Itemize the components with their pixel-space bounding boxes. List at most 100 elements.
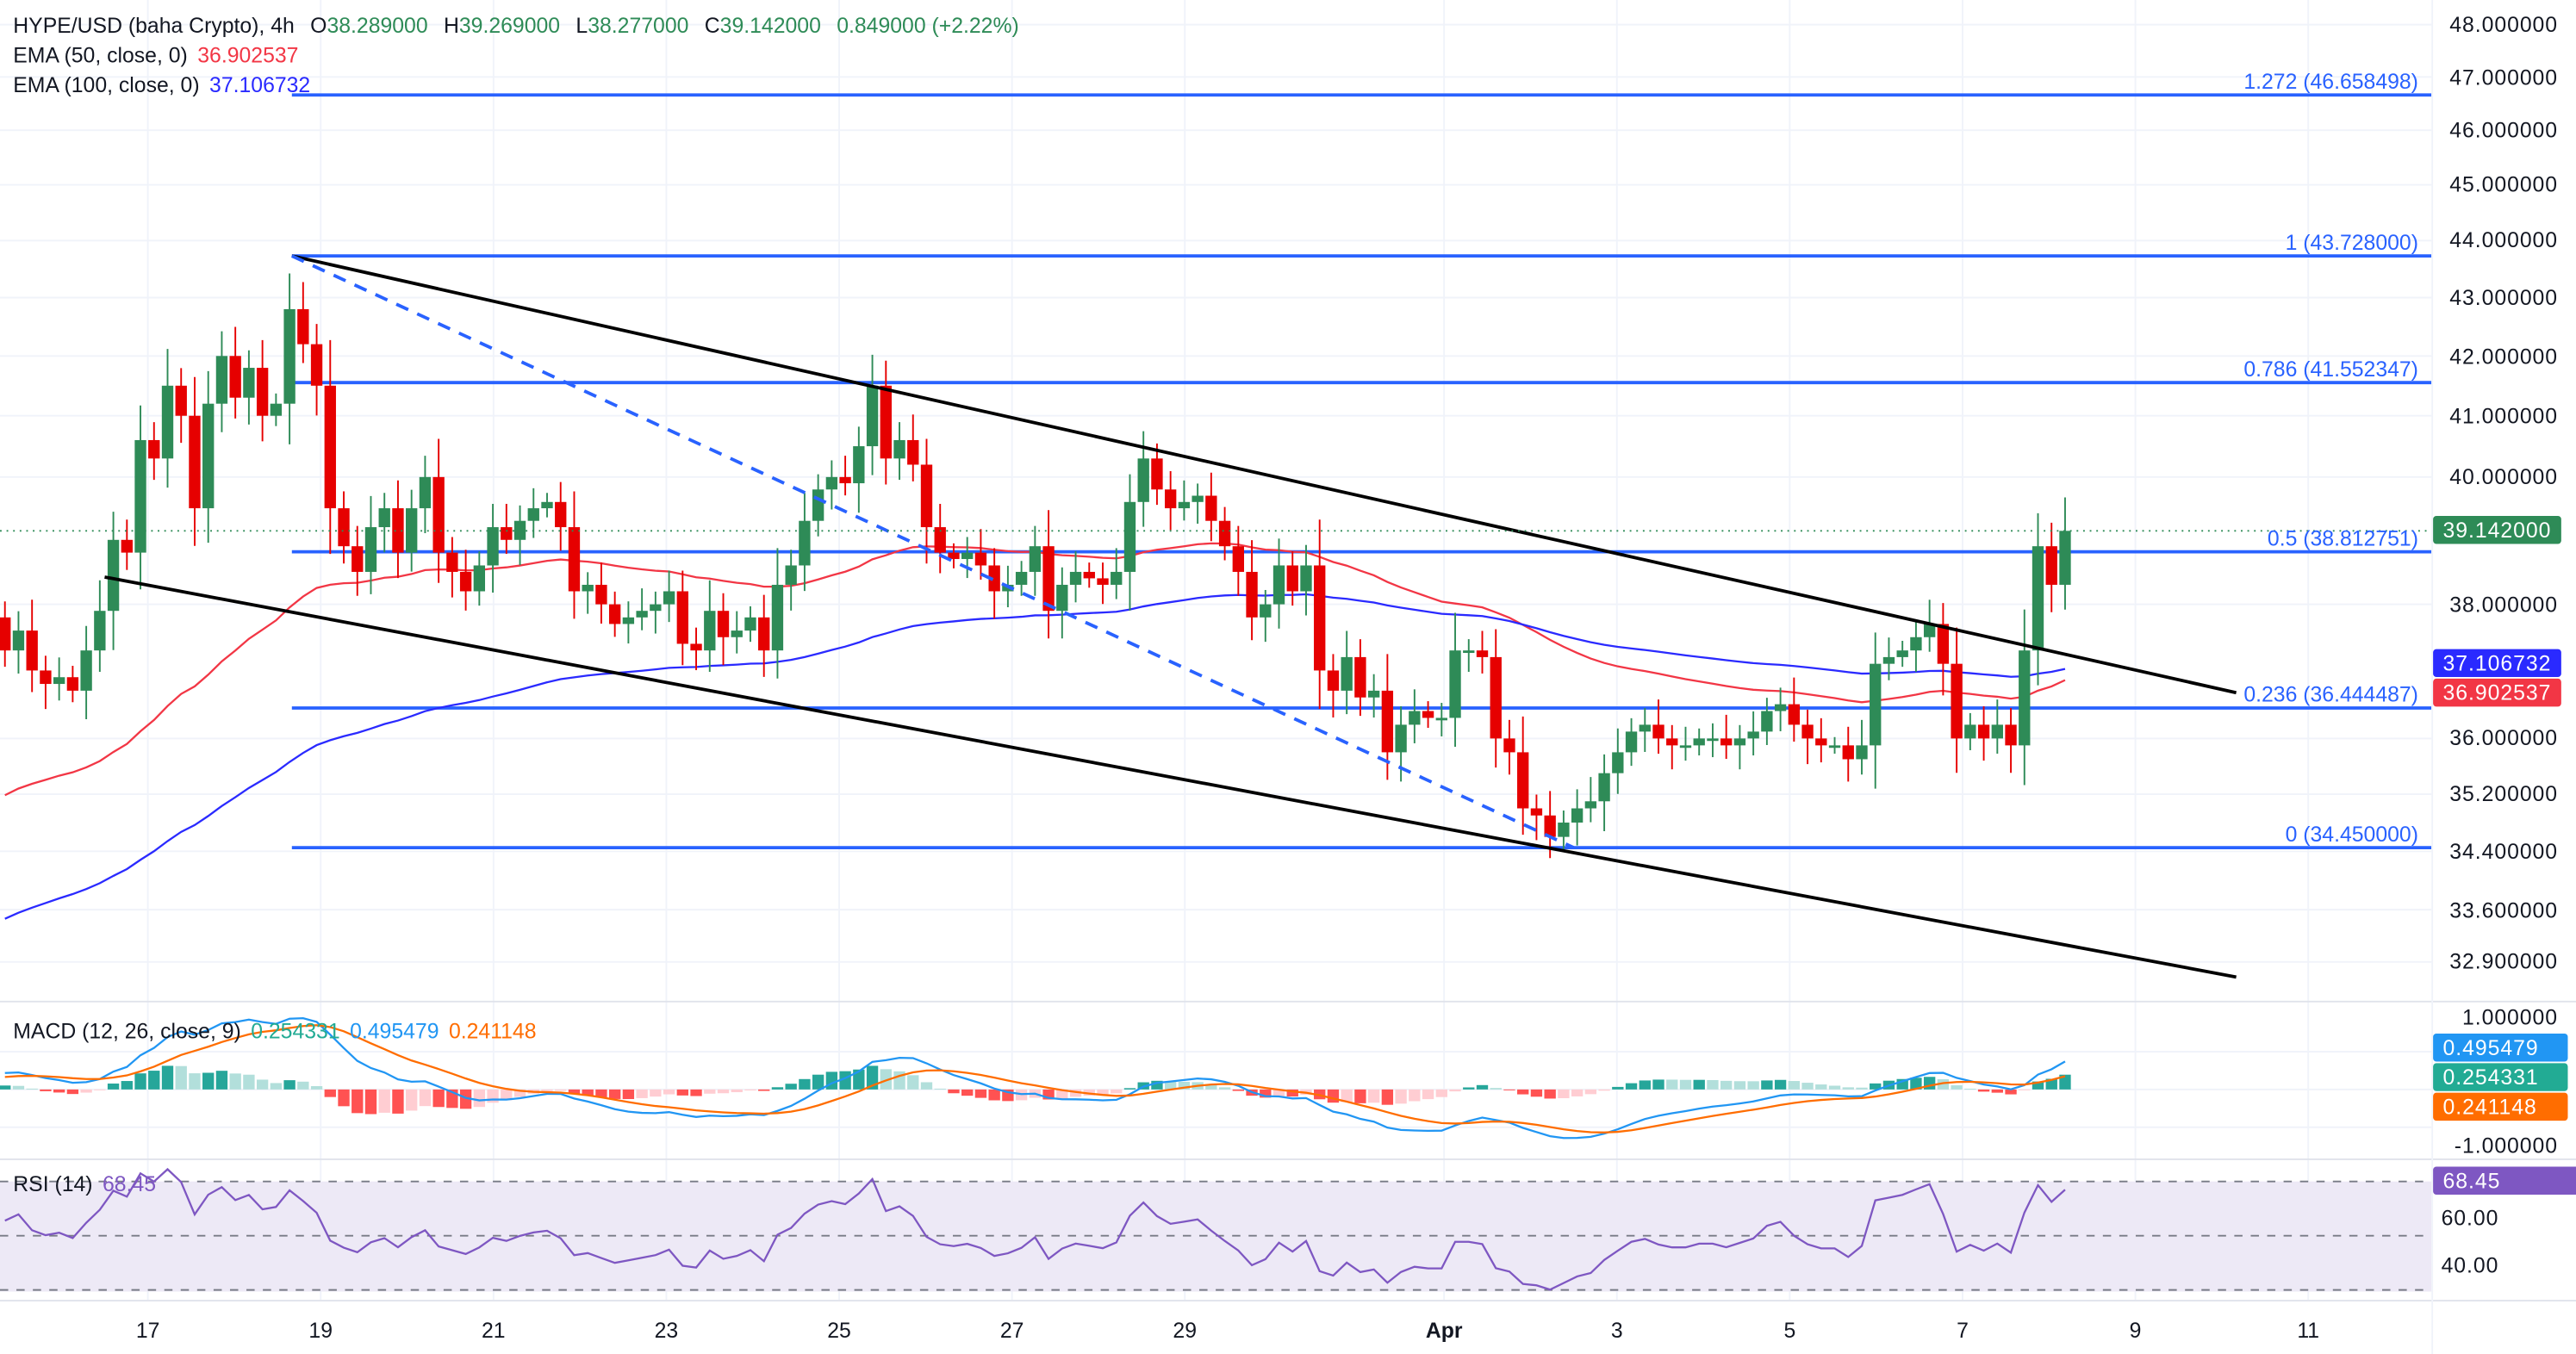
candle: [1367, 674, 1380, 718]
candle-body: [229, 356, 241, 398]
candle: [53, 657, 65, 701]
candle-body: [1625, 731, 1638, 753]
macd-histogram-bar: [1449, 1089, 1461, 1092]
time-tick: 21: [482, 1318, 506, 1343]
candle: [446, 537, 458, 598]
candle-body: [1476, 650, 1489, 657]
macd-histogram-bar: [1476, 1084, 1489, 1090]
candle-body: [1314, 565, 1326, 671]
candle: [121, 519, 133, 570]
candle-body: [1272, 565, 1285, 605]
candle-body: [1639, 724, 1651, 732]
candle-body: [1111, 571, 1123, 585]
candle: [392, 480, 404, 579]
candle: [487, 503, 499, 593]
candle-body: [1083, 571, 1095, 579]
macd-histogram-bar: [148, 1071, 160, 1090]
candle: [1490, 629, 1502, 768]
close-value: 39.142000: [719, 13, 821, 38]
candle: [1951, 627, 1963, 773]
candle: [744, 606, 756, 643]
candle: [1733, 724, 1746, 770]
candle-body: [799, 520, 811, 566]
macd-histogram-bar: [555, 1089, 567, 1091]
macd-histogram-bar: [364, 1089, 377, 1115]
candle-body: [1097, 578, 1109, 585]
candle-body: [934, 527, 946, 553]
macd-histogram-bar: [80, 1089, 92, 1093]
macd-histogram-bar: [310, 1085, 323, 1090]
macd-label: MACD (12, 26, close, 9): [13, 1018, 241, 1044]
ema100-line: [4, 593, 2066, 920]
candle-body: [324, 385, 336, 509]
candle: [501, 503, 513, 555]
candle-body: [1137, 458, 1149, 502]
macd-histogram-bar: [582, 1089, 594, 1096]
macd-histogram-bar: [202, 1072, 215, 1090]
candle: [1232, 525, 1245, 596]
macd-line-badge: 0.495479: [2433, 1034, 2568, 1062]
macd-histogram-bar: [636, 1089, 648, 1098]
candle-body: [202, 403, 215, 509]
macd-tick: -1.000000: [2454, 1133, 2559, 1158]
candle: [1910, 619, 1922, 672]
candle: [1314, 519, 1326, 710]
candle-body: [1123, 501, 1136, 572]
macd-histogram-bar: [1367, 1089, 1380, 1103]
candle: [974, 529, 987, 580]
candle-body: [650, 604, 662, 612]
channel-trendline: [104, 575, 2237, 979]
candle: [1042, 510, 1055, 639]
candle-body: [419, 476, 432, 509]
macd-histogram-bar: [568, 1089, 581, 1095]
low-label: L: [576, 13, 588, 38]
candle-body: [1409, 711, 1421, 725]
macd-histogram-bar: [974, 1089, 987, 1098]
ema50-value: 36.902537: [197, 42, 299, 68]
macd-histogram-bar: [1056, 1089, 1068, 1099]
macd-histogram-bar: [501, 1089, 513, 1101]
candle-body: [1747, 731, 1759, 739]
candle-body: [1870, 663, 1882, 746]
macd-histogram-bar: [12, 1085, 25, 1090]
macd-histogram-bar: [26, 1088, 38, 1090]
price-tick: 38.000000: [2449, 592, 2559, 617]
macd-hist-badge: 0.254331: [2433, 1063, 2568, 1091]
ema100-label: EMA (100, close, 0): [13, 71, 200, 97]
candle: [717, 593, 730, 666]
macd-histogram-bar: [2032, 1081, 2044, 1090]
price-tick: 41.000000: [2449, 403, 2559, 429]
change-value: 0.849000 (+2.22%): [837, 13, 1019, 38]
candle: [1652, 699, 1664, 755]
candle-body: [446, 552, 458, 572]
candle: [364, 495, 377, 594]
macd-histogram-bar: [1964, 1088, 1976, 1090]
high-value: 39.269000: [458, 13, 561, 38]
candle: [1870, 632, 1882, 789]
candle: [1856, 719, 1868, 775]
macd-histogram-bar: [1178, 1082, 1191, 1090]
candle-body: [1544, 815, 1556, 837]
candle-body: [1666, 738, 1678, 746]
ema100-legend[interactable]: EMA (100, close, 0) 37.106732: [13, 72, 320, 97]
price-tick: 33.600000: [2449, 897, 2559, 922]
ema50-legend[interactable]: EMA (50, close, 0) 36.902537: [13, 43, 308, 68]
candle: [40, 655, 52, 710]
time-tick: 19: [308, 1318, 333, 1343]
rsi-legend[interactable]: RSI (14) 68.45: [13, 1171, 165, 1196]
macd-histogram-bar: [161, 1065, 174, 1090]
macd-histogram-bar: [419, 1089, 432, 1107]
candle-body: [1598, 773, 1610, 802]
candle: [1571, 789, 1584, 846]
macd-histogram-bar: [0, 1085, 11, 1090]
candle-body: [1381, 690, 1394, 753]
candle: [243, 350, 255, 425]
symbol-legend[interactable]: HYPE/USD (baha Crypto), 4h O38.289000 H3…: [13, 13, 1029, 38]
candle: [799, 493, 811, 592]
candle: [663, 570, 675, 623]
candle-body: [501, 527, 513, 540]
rsi-tick: 60.00: [2441, 1205, 2499, 1230]
macd-legend[interactable]: MACD (12, 26, close, 9) 0.254331 0.495479 0…: [13, 1019, 546, 1044]
